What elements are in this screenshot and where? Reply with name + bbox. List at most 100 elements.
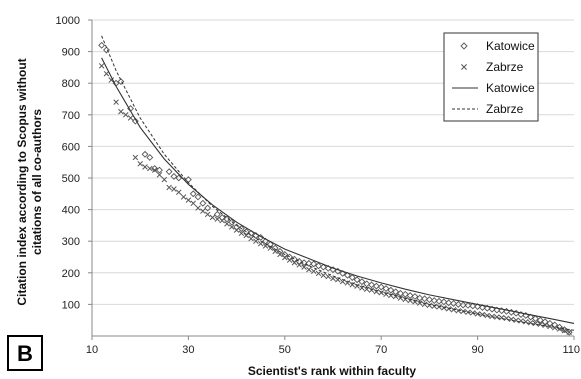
- legend-label: Katowice: [486, 81, 535, 95]
- data-point-zabrze: [243, 232, 249, 239]
- data-point-zabrze: [513, 317, 519, 323]
- data-point-zabrze: [373, 289, 380, 295]
- data-point-katowice: [416, 294, 424, 302]
- data-point-zabrze: [392, 293, 399, 300]
- data-point-zabrze: [397, 295, 404, 301]
- panel-label-box: [7, 335, 43, 371]
- data-point-zabrze: [306, 266, 312, 273]
- y-tick-label: 300: [62, 236, 80, 248]
- data-point-zabrze: [151, 167, 158, 173]
- data-point-zabrze: [171, 186, 177, 192]
- series: [98, 35, 575, 336]
- data-point-katowice: [527, 313, 535, 321]
- data-point-katowice: [204, 204, 212, 212]
- legend-item-katowice-line: Katowice: [452, 81, 535, 95]
- x-tick-label: 30: [182, 344, 194, 356]
- data-point-katowice: [363, 280, 371, 288]
- data-point-zabrze: [224, 221, 230, 227]
- data-point-katowice: [358, 278, 366, 286]
- data-point-zabrze: [277, 251, 283, 258]
- data-point-katowice: [382, 285, 390, 293]
- data-point-zabrze: [204, 211, 211, 218]
- data-point-zabrze: [282, 254, 288, 261]
- data-point-katowice: [397, 289, 404, 297]
- data-point-katowice: [348, 274, 356, 281]
- data-point-katowice: [353, 276, 361, 284]
- data-point-katowice: [131, 117, 139, 125]
- data-point-zabrze: [229, 224, 235, 230]
- data-point-zabrze: [238, 230, 245, 237]
- data-point-zabrze: [412, 299, 418, 305]
- data-point-zabrze: [267, 245, 274, 251]
- data-point-katowice: [237, 225, 245, 232]
- data-point-zabrze: [103, 70, 110, 77]
- data-point-katowice: [406, 292, 414, 299]
- data-point-katowice: [141, 150, 149, 158]
- panel-label-text: B: [17, 341, 33, 366]
- data-point-zabrze: [417, 300, 423, 306]
- x-tick-label: 70: [375, 344, 387, 356]
- data-point-zabrze: [489, 313, 495, 320]
- data-point-zabrze: [118, 108, 124, 115]
- data-point-zabrze: [156, 172, 163, 178]
- data-point-zabrze: [354, 283, 360, 289]
- data-point-zabrze: [431, 303, 437, 310]
- data-point-katowice: [565, 328, 573, 336]
- data-point-katowice: [266, 240, 274, 248]
- legend-item-zabrze-markers: Zabrze: [461, 60, 524, 74]
- data-point-katowice: [401, 290, 409, 298]
- data-point-zabrze: [137, 161, 143, 167]
- data-point-zabrze: [566, 329, 572, 335]
- data-point-katowice: [387, 286, 395, 294]
- data-point-katowice: [435, 297, 443, 305]
- data-point-katowice: [440, 298, 448, 306]
- data-point-katowice: [103, 46, 110, 54]
- data-point-zabrze: [315, 270, 322, 277]
- data-point-katowice: [117, 78, 125, 86]
- data-point-zabrze: [421, 301, 428, 308]
- y-tick-labels: 100 200 300 400 500 600 700 800 900 1000: [56, 15, 92, 311]
- data-point-zabrze: [455, 307, 462, 314]
- data-point-katowice: [319, 263, 327, 271]
- data-point-zabrze: [127, 115, 134, 121]
- legend-item-zabrze-line: Zabrze: [452, 102, 524, 116]
- data-point-zabrze: [200, 208, 206, 214]
- y-axis-title-line-1: Citation index according to Scopus witho…: [15, 58, 29, 305]
- data-point-zabrze: [378, 289, 384, 296]
- data-point-katowice: [315, 262, 322, 270]
- data-point-katowice: [483, 304, 491, 312]
- data-point-zabrze: [190, 200, 196, 207]
- data-point-katowice: [175, 174, 183, 182]
- data-point-katowice: [170, 172, 178, 180]
- data-point-zabrze: [185, 197, 192, 203]
- data-point-katowice: [445, 299, 453, 307]
- data-point-zabrze: [142, 164, 148, 170]
- data-point-zabrze: [291, 259, 298, 266]
- data-point-zabrze: [132, 154, 139, 161]
- data-point-katowice: [469, 302, 477, 310]
- data-point-katowice: [377, 283, 385, 291]
- y-tick-label: 700: [62, 110, 80, 122]
- data-point-katowice: [228, 218, 236, 226]
- data-point-zabrze: [98, 63, 105, 69]
- data-point-katowice: [392, 288, 400, 296]
- data-point-zabrze: [108, 77, 115, 83]
- data-point-katowice: [310, 260, 318, 268]
- data-point-katowice: [556, 323, 563, 331]
- y-tick-label: 1000: [56, 15, 80, 27]
- data-point-zabrze: [436, 304, 442, 310]
- data-point-zabrze: [484, 312, 490, 319]
- data-point-zabrze: [402, 296, 409, 303]
- data-point-zabrze: [195, 205, 201, 211]
- x-tick-labels: 10 30 50 70 90 110: [86, 336, 580, 356]
- data-point-zabrze: [248, 235, 254, 242]
- data-point-katowice: [368, 281, 375, 289]
- data-point-zabrze: [383, 291, 389, 298]
- data-point-zabrze: [286, 257, 293, 263]
- data-point-zabrze: [445, 306, 452, 312]
- y-tick-label: 900: [62, 47, 80, 59]
- data-point-zabrze: [479, 311, 486, 318]
- data-point-zabrze: [161, 176, 168, 183]
- data-point-katowice: [344, 271, 351, 279]
